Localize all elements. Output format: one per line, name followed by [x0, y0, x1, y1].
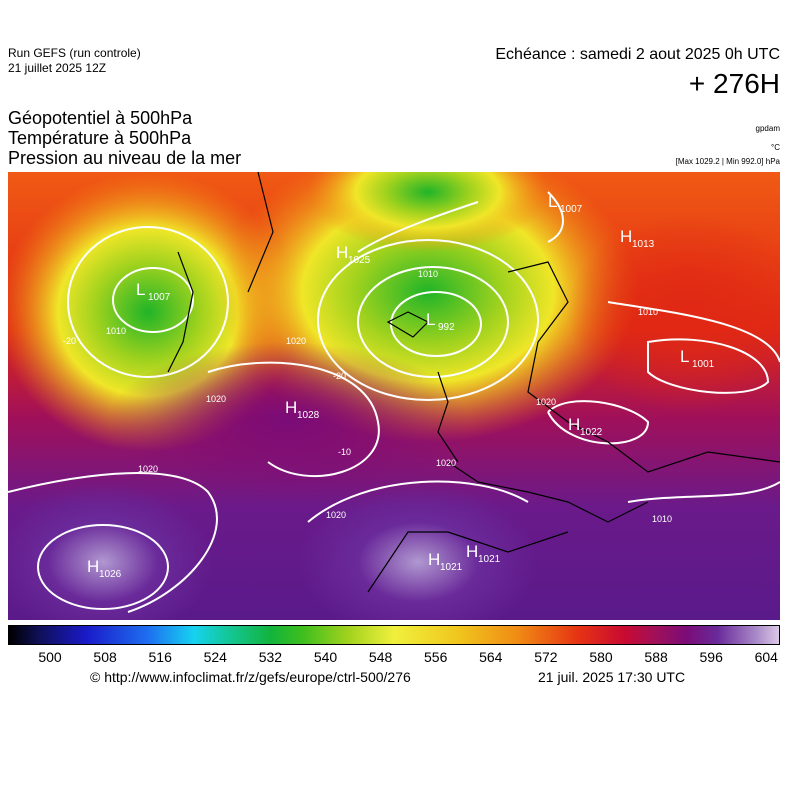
center-letter: L — [680, 347, 689, 366]
colorbar — [8, 625, 780, 645]
center-value: 1025 — [348, 255, 371, 266]
colorbar-tick: 556 — [424, 649, 448, 665]
legend-line: Pression au niveau de la mer — [8, 148, 242, 168]
center-letter: H — [568, 415, 580, 434]
center-letter: H — [428, 550, 440, 569]
contour-label: 1010 — [638, 307, 658, 317]
lead-time: + 276H — [688, 68, 780, 99]
center-letter: L — [548, 192, 557, 211]
center-letter: H — [87, 557, 99, 576]
generated-time: 21 juil. 2025 17:30 UTC — [538, 669, 686, 685]
contour-label: 1020 — [206, 394, 226, 404]
unit: gpdam — [755, 124, 780, 133]
field — [108, 342, 468, 502]
run-title: Run GEFS (run controle) — [8, 46, 141, 60]
colorbar-tick: 524 — [203, 649, 227, 665]
center-letter: H — [620, 227, 632, 246]
field — [308, 172, 548, 252]
colorbar-tick: 500 — [38, 649, 62, 665]
center-letter: H — [466, 542, 478, 561]
isobars — [8, 191, 780, 613]
source-link: © http://www.infoclimat.fr/z/gefs/europe… — [90, 669, 411, 685]
contour-label: -20 — [63, 336, 76, 346]
contour-label: -10 — [338, 447, 351, 457]
colorbar-tick: 604 — [754, 649, 778, 665]
center-letter: H — [285, 398, 297, 417]
contour-label: 1020 — [138, 464, 158, 474]
contour-label: 1020 — [326, 510, 346, 520]
field — [298, 482, 538, 620]
center-letter: L — [426, 310, 435, 329]
center-value: 1001 — [692, 359, 715, 370]
contour-label: 1010 — [106, 326, 126, 336]
center-value: 992 — [438, 322, 455, 333]
unit: [Max 1029.2 | Min 992.0] hPa — [675, 157, 780, 166]
legend-line: Géopotentiel à 500hPa — [8, 108, 193, 128]
center-value: 1021 — [440, 562, 463, 573]
contour-label: -20 — [333, 371, 346, 381]
run-date: 21 juillet 2025 12Z — [8, 61, 107, 75]
center-value: 1013 — [632, 239, 655, 250]
center-value: 1007 — [148, 292, 171, 303]
colorbar-tick: 572 — [534, 649, 558, 665]
colorbar-tick: 548 — [368, 649, 393, 665]
colorbar-tick: 564 — [479, 649, 503, 665]
colorbar-tick: 540 — [313, 649, 338, 665]
colorbar-tick: 580 — [589, 649, 613, 665]
center-letter: H — [336, 243, 348, 262]
colorbar-tick: 532 — [258, 649, 283, 665]
contour-label: 1020 — [536, 397, 556, 407]
center-value: 1022 — [580, 427, 603, 438]
colorbar-tick: 516 — [148, 649, 172, 665]
contour-label: 1010 — [652, 514, 672, 524]
colorbar-tick: 588 — [644, 649, 668, 665]
coastlines — [167, 172, 780, 593]
center-value: 1028 — [297, 410, 320, 421]
contour-label: 1010 — [418, 269, 438, 279]
colorbar-tick: 508 — [93, 649, 117, 665]
valid-time: Echéance : samedi 2 aout 2025 0h UTC — [495, 46, 780, 63]
center-letter: L — [136, 280, 145, 299]
center-value: 1021 — [478, 554, 501, 565]
contour-label: 1020 — [436, 458, 456, 468]
center-value: 1026 — [99, 569, 122, 580]
unit: °C — [771, 143, 780, 152]
legend-line: Température à 500hPa — [8, 128, 192, 148]
contour-label: 1020 — [286, 336, 306, 346]
center-value: 1007 — [560, 204, 583, 215]
colorbar-tick: 596 — [699, 649, 723, 665]
